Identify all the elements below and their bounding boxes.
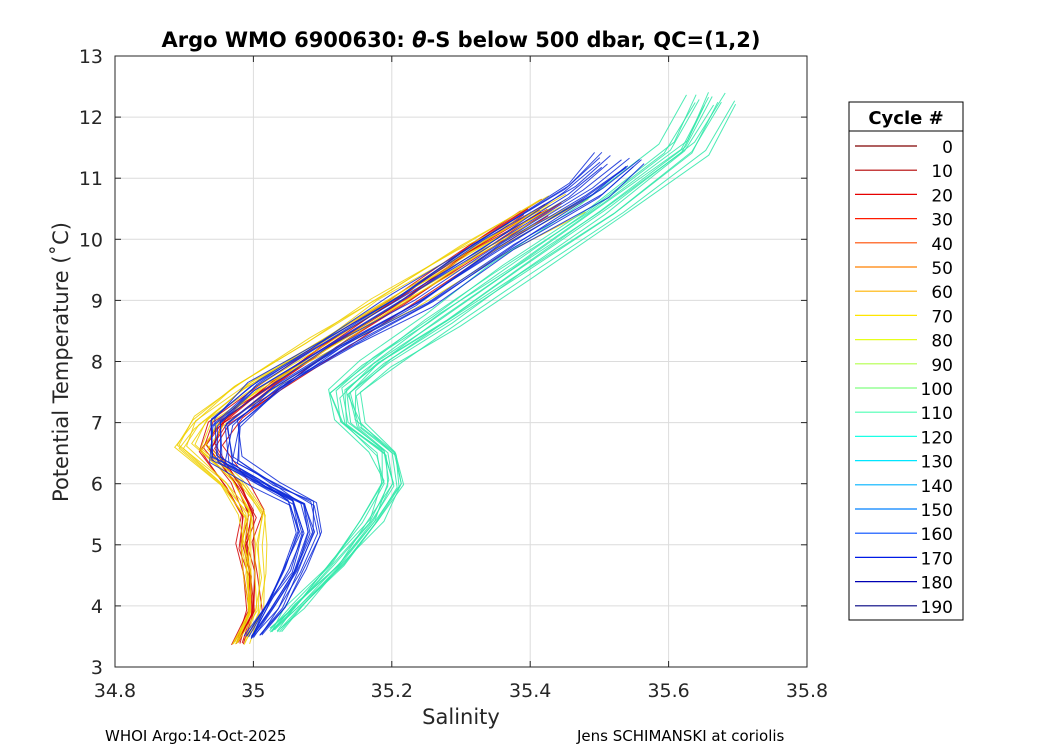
y-tick-label: 4 xyxy=(91,596,103,618)
title-theta-symbol: θ xyxy=(412,28,426,52)
x-tick-label: 35.4 xyxy=(509,680,551,702)
x-tick-label: 34.8 xyxy=(94,680,136,702)
profile-line xyxy=(178,195,550,642)
legend-label: 130 xyxy=(921,453,953,473)
profile-line xyxy=(269,105,705,629)
legend-label: 120 xyxy=(921,428,953,448)
profile-line xyxy=(272,92,709,631)
axis-ticks: 34.8 35 35.2 35.4 35.6 35.8 3 4 5 6 7 8 9 10 11 12 13 xyxy=(79,46,828,702)
chart-title: Argo WMO 6900630: θ-S below 500 dbar, QC… xyxy=(161,28,760,52)
y-tick-label: 5 xyxy=(91,535,103,557)
profile-line xyxy=(221,202,562,641)
legend-label: 180 xyxy=(921,574,953,594)
legend-label: 30 xyxy=(931,211,953,231)
profile-line xyxy=(207,211,586,644)
profile-line xyxy=(176,199,541,642)
profile-lines xyxy=(174,92,737,646)
profile-line xyxy=(280,103,737,629)
profile-line xyxy=(277,100,736,633)
legend-label: 50 xyxy=(931,259,953,279)
x-tick-label: 35.8 xyxy=(786,680,828,702)
y-axis-label-degree: ˚ xyxy=(49,245,73,256)
legend-label: 20 xyxy=(931,186,953,206)
profile-line xyxy=(186,204,551,645)
y-tick-label: 7 xyxy=(91,413,103,435)
profile-line xyxy=(210,151,603,638)
legend-entries: 0 10 20 30 40 50 60 70 80 90 100 110 120 130 140 150 160… xyxy=(855,138,953,618)
legend-label: 60 xyxy=(931,283,953,303)
profile-line xyxy=(210,157,601,637)
legend-label: 90 xyxy=(931,356,953,376)
legend-label: 160 xyxy=(921,525,953,545)
legend: Cycle # 0 10 20 30 40 50 60 70 80 90 100 110 120 130 1… xyxy=(848,101,964,621)
x-tick-label: 35.2 xyxy=(371,680,413,702)
legend-label: 0 xyxy=(942,138,953,158)
y-tick-label: 9 xyxy=(91,290,103,312)
profile-line xyxy=(224,165,629,638)
legend-label: 170 xyxy=(921,549,953,569)
profile-line xyxy=(216,163,608,639)
profile-line xyxy=(231,166,634,635)
y-tick-label: 10 xyxy=(79,229,103,251)
profile-line xyxy=(205,198,589,645)
title-prefix: Argo WMO 6900630: xyxy=(161,28,412,52)
profile-line xyxy=(227,165,627,639)
profile-line xyxy=(269,96,710,633)
legend-label: 100 xyxy=(921,380,953,400)
footer-right: Jens SCHIMANSKI at coriolis xyxy=(576,727,785,745)
y-tick-label: 11 xyxy=(79,168,103,190)
legend-label: 150 xyxy=(921,501,953,521)
legend-label: 190 xyxy=(921,598,953,618)
y-tick-label: 6 xyxy=(91,474,103,496)
legend-label: 40 xyxy=(931,235,953,255)
profile-line xyxy=(220,155,611,637)
series-group xyxy=(209,151,645,639)
y-tick-label: 8 xyxy=(91,352,103,374)
y-axis-label-unit: C) xyxy=(49,222,73,245)
x-axis-label: Salinity xyxy=(422,705,500,729)
legend-label: 70 xyxy=(931,307,953,327)
y-tick-label: 12 xyxy=(79,107,103,129)
profile-line xyxy=(200,203,579,641)
x-tick-label: 35.6 xyxy=(647,680,689,702)
y-tick-label: 13 xyxy=(79,46,103,68)
profile-line xyxy=(224,167,627,637)
profile-line xyxy=(182,205,562,645)
legend-label: 110 xyxy=(921,404,953,424)
legend-label: 80 xyxy=(931,332,953,352)
legend-label: 10 xyxy=(931,162,953,182)
title-suffix: -S below 500 dbar, QC=(1,2) xyxy=(427,28,761,52)
legend-label: 140 xyxy=(921,477,953,497)
legend-title: Cycle # xyxy=(868,108,943,129)
footer-left: WHOI Argo:14-Oct-2025 xyxy=(105,727,286,745)
y-axis-label: Potential Temperature (˚C) xyxy=(49,222,73,502)
x-tick-label: 35 xyxy=(241,680,265,702)
series-group xyxy=(174,193,589,645)
profile-line xyxy=(281,101,722,633)
series-group xyxy=(269,92,737,633)
profile-line xyxy=(238,159,642,636)
grid-lines xyxy=(114,55,808,668)
y-axis-label-text: Potential Temperature ( xyxy=(49,255,73,502)
profile-line xyxy=(174,204,549,645)
y-tick-label: 3 xyxy=(91,657,103,679)
profile-line xyxy=(273,94,697,631)
profile-line xyxy=(219,159,622,637)
